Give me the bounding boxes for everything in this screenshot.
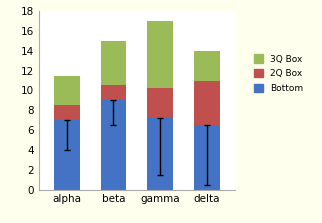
Bar — [100, 41, 126, 85]
Bar — [54, 76, 80, 105]
Bar — [100, 100, 126, 190]
Bar — [54, 120, 80, 190]
Bar — [100, 85, 126, 100]
Bar — [54, 105, 80, 120]
Bar — [194, 81, 220, 125]
Bar — [194, 51, 220, 81]
Legend: 3Q Box, 2Q Box, Bottom: 3Q Box, 2Q Box, Bottom — [252, 53, 305, 95]
Bar — [147, 89, 173, 118]
Bar — [194, 125, 220, 190]
Bar — [147, 21, 173, 89]
Bar — [147, 118, 173, 190]
